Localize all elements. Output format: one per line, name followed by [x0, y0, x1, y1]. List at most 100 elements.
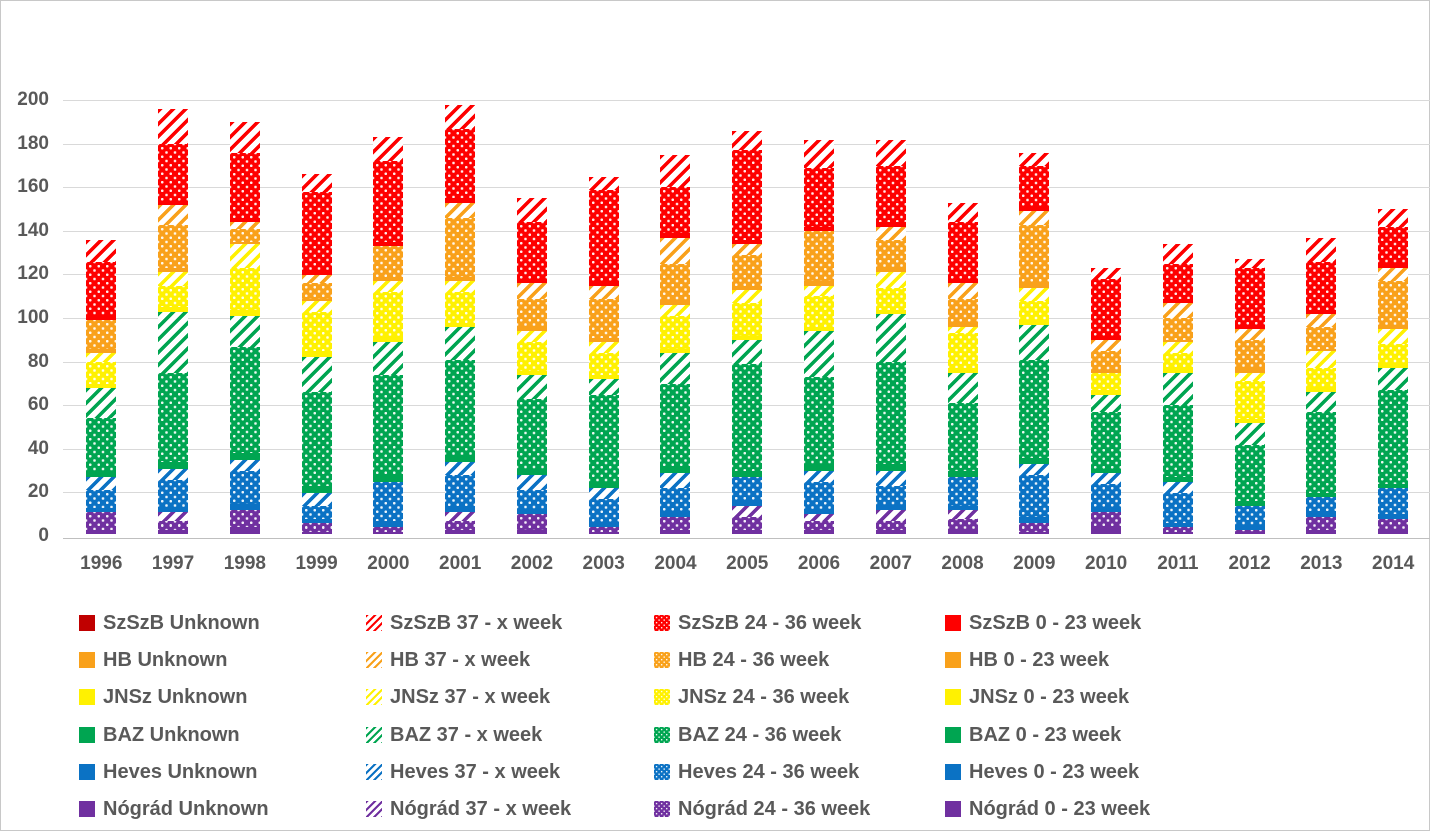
bar-segment — [1378, 226, 1409, 264]
bar-1998 — [229, 122, 260, 534]
bar-segment — [804, 139, 834, 168]
bar-segment — [229, 510, 260, 528]
x-axis-label-2000: 2000 — [367, 553, 410, 574]
bar-segment — [804, 296, 834, 327]
bar-segment — [1378, 363, 1409, 369]
bar-segment — [1019, 320, 1050, 325]
y-axis-tick-60: 60 — [27, 394, 49, 416]
legend-label: Heves 24 - 36 week — [678, 761, 860, 783]
bar-segment — [86, 383, 117, 388]
bar-segment — [1234, 368, 1265, 373]
bar-segment — [229, 228, 260, 242]
bar-segment — [1234, 372, 1265, 382]
bar-segment — [732, 150, 763, 240]
bar-segment — [229, 453, 260, 460]
bar-segment — [445, 217, 476, 277]
bar-segment — [516, 298, 547, 327]
bar-segment — [373, 281, 404, 293]
bar-segment — [86, 470, 117, 478]
bar-segment — [1378, 263, 1409, 269]
x-axis-label-2010: 2010 — [1084, 553, 1128, 574]
y-axis-tick-80: 80 — [27, 350, 49, 372]
bar-segment — [1162, 481, 1193, 493]
legend-item-n-gr-d-24-36-week: Nógrád 24 - 36 week — [654, 797, 870, 821]
legend-label: BAZ 37 - x week — [390, 724, 543, 746]
bar-segment — [1234, 324, 1265, 330]
bar-segment — [1091, 411, 1122, 469]
bar-segment — [1306, 309, 1337, 314]
legend-item-jnsz-24-36-week: JNSz 24 - 36 week — [654, 685, 849, 709]
bar-segment — [1019, 475, 1050, 517]
bar-segment — [1234, 381, 1265, 419]
bar-segment — [1306, 387, 1337, 393]
bar-segment — [373, 520, 404, 528]
bar-segment — [516, 468, 547, 476]
bar-segment — [158, 200, 189, 205]
bar-segment — [1091, 350, 1122, 371]
bar-segment — [1091, 268, 1122, 280]
bar-segment — [1019, 287, 1050, 301]
bar-segment — [732, 335, 763, 341]
x-axis-label-2006: 2006 — [797, 553, 841, 574]
x-axis-label-1999: 1999 — [295, 553, 338, 574]
bar-segment — [1234, 268, 1265, 325]
bar-segment — [1234, 525, 1265, 530]
bar-segment — [660, 348, 691, 354]
bar-segment — [804, 281, 834, 286]
bar-segment — [373, 481, 404, 521]
bar-segment — [516, 283, 547, 299]
bar-segment — [229, 218, 260, 223]
x-axis-label-1997: 1997 — [151, 553, 195, 574]
bar-segment — [1019, 457, 1050, 465]
legend-item-baz-unknown: BAZ Unknown — [79, 723, 240, 747]
legend-label: Nógrád Unknown — [103, 798, 269, 820]
bar-segment — [588, 531, 619, 534]
bar-segment — [1306, 516, 1337, 530]
legend-label: SzSzB 24 - 36 week — [678, 612, 862, 634]
legend-swatch — [654, 764, 670, 780]
legend-item-n-gr-d-unknown: Nógrád Unknown — [79, 797, 269, 821]
bar-segment — [804, 377, 834, 465]
bar-segment — [158, 372, 189, 463]
bar-segment — [445, 359, 476, 456]
bar-segment — [229, 268, 260, 310]
bar-segment — [1162, 527, 1193, 532]
legend-swatch — [945, 652, 961, 668]
bar-segment — [158, 462, 189, 469]
bar-2003 — [588, 176, 619, 534]
legend-item-hb-0-23-week: HB 0 - 23 week — [945, 648, 1109, 672]
bar-segment — [588, 342, 619, 354]
bar-segment — [588, 337, 619, 343]
legend-swatch — [945, 727, 961, 743]
bar-segment — [804, 470, 834, 482]
bar-segment — [516, 342, 547, 371]
bar-segment — [1019, 211, 1050, 225]
bar-segment — [445, 520, 476, 530]
legend-swatch — [654, 801, 670, 817]
bar-segment — [732, 364, 763, 471]
legend-item-heves-37-x-week: Heves 37 - x week — [366, 760, 560, 784]
bar-segment — [229, 503, 260, 511]
bar-segment — [875, 470, 906, 487]
x-axis-label-2007: 2007 — [869, 553, 912, 574]
bar-segment — [660, 383, 691, 467]
bar-segment — [1162, 318, 1193, 341]
bar-segment — [516, 398, 547, 469]
bar-segment — [86, 320, 117, 349]
bar-segment — [732, 244, 763, 256]
bar-2012 — [1234, 259, 1265, 534]
bar-segment — [1162, 492, 1193, 524]
bar-2004 — [660, 154, 691, 534]
x-axis-label-2005: 2005 — [726, 553, 769, 574]
bar-segment — [875, 505, 906, 511]
bar-segment — [947, 505, 978, 511]
bar-segment — [732, 340, 763, 364]
bar-segment — [1234, 329, 1265, 341]
bar-segment — [373, 342, 404, 375]
x-axis-label-2001: 2001 — [439, 553, 482, 574]
bar-segment — [445, 505, 476, 513]
bar-segment — [1378, 324, 1409, 330]
bar-segment — [660, 316, 691, 349]
bar-segment — [875, 222, 906, 227]
